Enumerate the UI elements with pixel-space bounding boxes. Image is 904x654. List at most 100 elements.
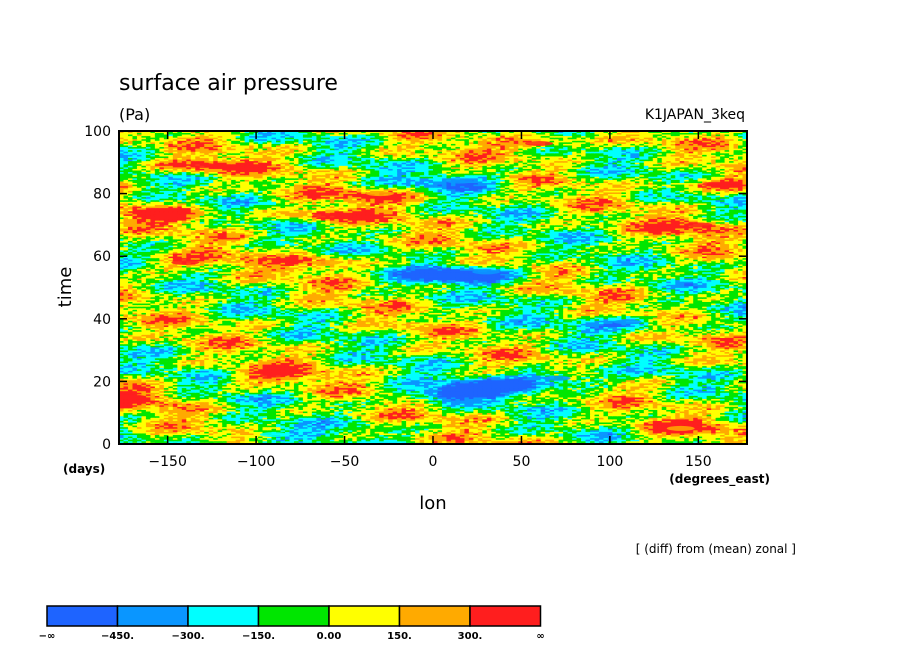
heatmap-cell [361, 439, 367, 442]
heatmap-cell [643, 431, 649, 434]
heatmap-cell [311, 428, 317, 431]
heatmap-cell [464, 436, 470, 439]
heatmap-cell [446, 426, 452, 429]
heatmap-cell [450, 417, 457, 420]
heatmap-cell [172, 415, 178, 418]
heatmap-cell [500, 422, 506, 425]
heatmap-cell [468, 423, 474, 426]
heatmap-cell [473, 429, 479, 432]
heatmap-cell [495, 436, 501, 439]
heatmap-cell [271, 436, 277, 439]
heatmap-cell [531, 414, 537, 417]
heatmap-cell [410, 425, 416, 428]
heatmap-cell [554, 420, 560, 423]
heatmap-cell [267, 436, 273, 439]
heatmap-cell [513, 426, 519, 429]
heatmap-cell [136, 422, 143, 425]
heatmap-cell [688, 425, 694, 428]
heatmap-cell [576, 422, 582, 425]
heatmap-cell [361, 420, 367, 423]
heatmap-cell [648, 440, 654, 443]
heatmap-cell [607, 411, 614, 414]
heatmap-cell [222, 411, 228, 414]
heatmap-cell [477, 417, 483, 420]
heatmap-cell [217, 412, 223, 415]
heatmap-cell [262, 423, 268, 426]
heatmap-cell [181, 425, 187, 428]
heatmap-cell [235, 422, 241, 425]
heatmap-cell [702, 425, 708, 428]
heatmap-cell [657, 437, 663, 440]
heatmap-cell [540, 417, 546, 420]
heatmap-cell [648, 425, 654, 428]
heatmap-cell [657, 422, 663, 425]
heatmap-cell [491, 423, 497, 426]
heatmap-cell [338, 417, 344, 420]
heatmap-cell [329, 417, 335, 420]
heatmap-cell [643, 415, 649, 418]
heatmap-cell [361, 428, 367, 431]
heatmap-cell [343, 412, 349, 415]
heatmap-cell [226, 440, 232, 443]
heatmap-cell [343, 423, 349, 426]
heatmap-cell [388, 431, 394, 434]
heatmap-cell [240, 434, 246, 437]
heatmap-cell [235, 420, 241, 423]
heatmap-cell [706, 423, 712, 426]
heatmap-cell [581, 436, 587, 439]
heatmap-cell [491, 417, 497, 420]
heatmap-cell [450, 439, 457, 442]
heatmap-cell [724, 412, 730, 415]
heatmap-cell [338, 439, 344, 442]
heatmap-cell [123, 439, 129, 442]
heatmap-cell [379, 426, 385, 429]
heatmap-cell [154, 436, 160, 439]
heatmap-cell [141, 415, 147, 418]
heatmap-cell [486, 434, 492, 437]
heatmap-cell [276, 437, 282, 440]
heatmap-cell [392, 411, 398, 414]
heatmap-cell [477, 434, 483, 437]
heatmap-cell [585, 417, 591, 420]
heatmap-cell [356, 428, 362, 431]
heatmap-cell [356, 433, 362, 436]
heatmap-cell [204, 436, 210, 439]
heatmap-cell [145, 436, 151, 439]
heatmap-cell [684, 440, 690, 443]
heatmap-cell [522, 411, 528, 414]
heatmap-cell [625, 415, 631, 418]
heatmap-cell [482, 414, 488, 417]
heatmap-cell [150, 440, 156, 443]
heatmap-cell [666, 436, 672, 439]
heatmap-cell [397, 411, 403, 414]
heatmap-cell [679, 420, 685, 423]
heatmap-cell [433, 412, 439, 415]
heatmap-cell [612, 437, 618, 440]
heatmap-cell [240, 426, 246, 429]
heatmap-cell [127, 428, 134, 431]
heatmap-cell [235, 440, 241, 443]
heatmap-cell [334, 422, 340, 425]
heatmap-cell [302, 428, 308, 431]
heatmap-cell [437, 425, 443, 428]
heatmap-cell [625, 433, 631, 436]
heatmap-cell [675, 414, 681, 417]
heatmap-cell [518, 428, 524, 431]
heatmap-cell [486, 418, 492, 421]
heatmap-cell [464, 431, 470, 434]
heatmap-cell [711, 433, 717, 436]
heatmap-cell [226, 433, 232, 436]
heatmap-cell [132, 411, 138, 414]
heatmap-cell [527, 412, 533, 415]
heatmap-cell [271, 418, 277, 421]
heatmap-cell [307, 426, 313, 429]
heatmap-cell [222, 415, 228, 418]
heatmap-cell [733, 433, 739, 436]
heatmap-cell [361, 412, 367, 415]
heatmap-cell [343, 418, 349, 421]
heatmap-cell [258, 425, 264, 428]
heatmap-cell [684, 429, 690, 432]
heatmap-cell [280, 411, 286, 414]
heatmap-cell [603, 411, 609, 414]
heatmap-cell [607, 434, 614, 437]
